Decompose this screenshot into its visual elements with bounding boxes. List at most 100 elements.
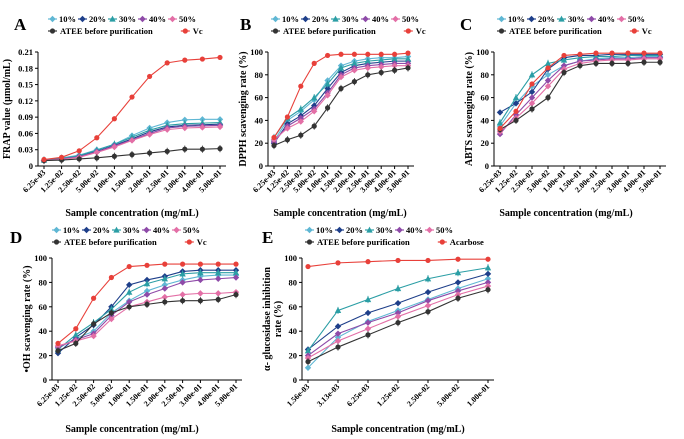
legend-label-40: 40% xyxy=(372,14,389,24)
panel-letter: E xyxy=(262,228,273,247)
data-point xyxy=(484,264,492,271)
data-point xyxy=(609,60,615,66)
legend-label-40: 40% xyxy=(598,14,615,24)
data-point xyxy=(311,108,318,115)
y-tick-label: 0.06 xyxy=(18,128,33,138)
data-point xyxy=(111,116,117,122)
data-point xyxy=(334,323,342,330)
y-tick-label: 60 xyxy=(289,302,298,312)
legend-marker xyxy=(272,28,279,34)
data-point xyxy=(351,67,358,74)
data-point xyxy=(496,119,504,126)
data-point xyxy=(215,290,222,297)
data-point xyxy=(609,50,615,56)
x-axis-label: Sample concentration (mg/mL) xyxy=(499,208,632,219)
data-point xyxy=(545,65,551,71)
y-tick-label: 0.09 xyxy=(18,112,33,122)
data-point xyxy=(146,131,153,138)
data-point xyxy=(197,298,203,304)
data-point xyxy=(394,285,402,292)
data-point xyxy=(297,118,304,125)
legend-marker xyxy=(49,28,56,34)
legend-label-30: 30% xyxy=(568,14,585,24)
data-point xyxy=(144,301,150,307)
legend-label-20: 20% xyxy=(538,14,555,24)
data-point xyxy=(324,80,331,87)
y-axis-label: α- glucosidase inhibition xyxy=(262,267,273,371)
data-point xyxy=(126,288,133,295)
y-tick-label: 20 xyxy=(481,138,490,148)
panel-c: C 10% 20% 30% 40% 50% ATEE before purification… xyxy=(460,14,666,219)
x-axis-label: Sample concentration (mg/mL) xyxy=(331,424,464,435)
data-point xyxy=(232,269,240,276)
data-point xyxy=(528,100,536,107)
data-point xyxy=(215,275,222,282)
data-point xyxy=(91,295,97,301)
data-point xyxy=(73,326,79,332)
data-point xyxy=(496,109,504,116)
x-axis-label: Sample concentration (mg/mL) xyxy=(273,208,406,219)
data-point xyxy=(111,143,118,151)
data-point xyxy=(484,275,492,282)
data-point xyxy=(378,63,385,71)
data-point xyxy=(143,276,151,284)
x-axis-label: Sample concentration (mg/mL) xyxy=(65,208,198,219)
data-point xyxy=(59,154,65,160)
data-point xyxy=(512,100,520,107)
data-point xyxy=(337,73,345,81)
data-point xyxy=(199,124,206,131)
x-tick-label: 6.25e-03 xyxy=(345,382,371,408)
legend-marker xyxy=(618,15,625,23)
data-point xyxy=(657,59,663,65)
data-point xyxy=(311,60,317,66)
data-point xyxy=(485,256,491,262)
legend-marker xyxy=(498,28,505,34)
legend-marker xyxy=(426,226,433,234)
data-point xyxy=(233,261,239,267)
data-point xyxy=(364,296,372,303)
data-point xyxy=(298,132,304,138)
data-point xyxy=(233,292,239,298)
y-tick-label: 0 xyxy=(485,161,489,171)
data-point xyxy=(337,64,345,71)
data-point xyxy=(365,72,371,78)
data-point xyxy=(485,287,491,293)
legend-label-10: 10% xyxy=(63,225,80,235)
y-tick-label: 0 xyxy=(259,161,263,171)
data-point xyxy=(162,261,168,267)
data-point xyxy=(284,114,290,120)
data-point xyxy=(364,64,371,72)
series-atee-before-purification xyxy=(55,291,239,355)
data-point xyxy=(325,105,331,111)
data-point xyxy=(528,94,536,101)
y-axis-label: ABTS scavenging rate (%) xyxy=(464,52,475,166)
legend-label-vc: Vc xyxy=(416,26,426,36)
legend: 10% 20% 30% 40% 50% ATEE before purification V… xyxy=(48,14,203,36)
series-30 xyxy=(270,55,412,142)
data-point xyxy=(592,53,600,60)
series-line xyxy=(43,56,221,161)
data-point xyxy=(90,332,97,340)
data-point xyxy=(215,269,222,276)
data-point xyxy=(199,56,205,62)
data-point xyxy=(108,310,114,316)
y-tick-label: 80 xyxy=(481,70,490,80)
y-tick-label: 40 xyxy=(481,115,490,125)
data-point xyxy=(179,291,186,298)
data-point xyxy=(528,71,536,78)
legend-marker xyxy=(306,239,313,245)
data-point xyxy=(484,279,492,286)
x-tick-label: 1.56e-03 xyxy=(285,382,311,408)
y-tick-label: 0 xyxy=(29,161,33,171)
data-point xyxy=(425,309,431,315)
data-point xyxy=(161,281,168,289)
data-point xyxy=(126,298,133,306)
legend-marker xyxy=(528,15,535,23)
data-point xyxy=(298,83,304,89)
y-tick-label: 80 xyxy=(39,277,48,287)
data-point xyxy=(232,274,240,281)
legend-label-50: 50% xyxy=(402,14,419,24)
data-point xyxy=(199,116,206,123)
panel-a: A 10% 20% 30% 40% 50% ATEE before purification… xyxy=(2,14,226,219)
data-point xyxy=(197,276,204,284)
